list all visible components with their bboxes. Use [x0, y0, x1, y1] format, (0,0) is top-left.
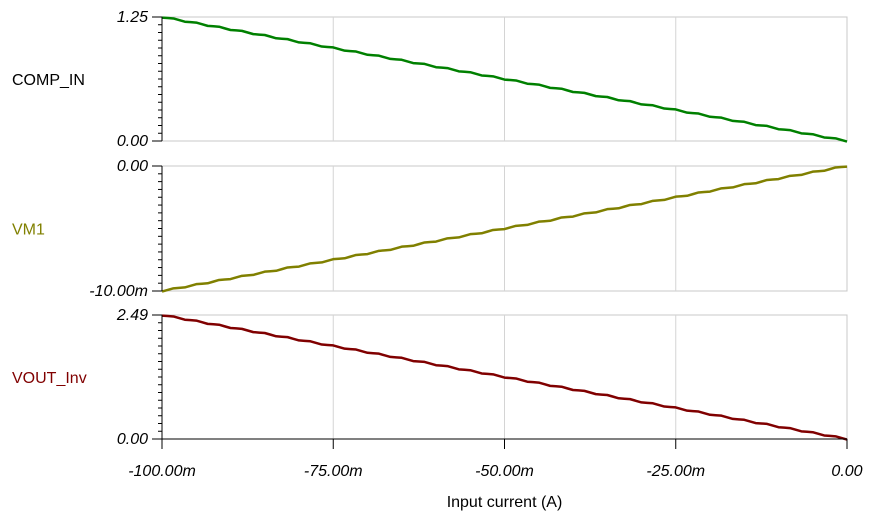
x-axis-title: Input current (A) [447, 494, 563, 511]
series-line-comp_in [161, 16, 848, 143]
x-tick-label: 0.00 [831, 463, 862, 480]
axes [152, 16, 848, 449]
series-lines [161, 16, 848, 441]
y-tick-label-bottom: 0.00 [117, 133, 148, 150]
x-tick-label: -75.00m [304, 463, 363, 480]
x-tick-label: -100.00m [128, 463, 196, 480]
x-tick-label: -25.00m [646, 463, 705, 480]
y-tick-label-bottom: 0.00 [117, 431, 148, 448]
y-tick-label-top: 2.49 [116, 307, 148, 324]
series-label-vm1: VM1 [12, 222, 45, 239]
y-tick-label-bottom: -10.00m [89, 283, 148, 300]
series-label-vout_inv: VOUT_Inv [12, 370, 87, 387]
series-line-vm1 [161, 165, 848, 293]
series-label-comp_in: COMP_IN [12, 72, 85, 89]
y-tick-label-top: 1.25 [117, 9, 148, 26]
x-tick-label: -50.00m [475, 463, 534, 480]
series-line-vout_inv [161, 314, 848, 441]
y-tick-label-top: 0.00 [117, 158, 148, 175]
labels: 1.25 0.00 COMP_IN 0.00 -10.00m VM1 2.49 0.00 VOU… [12, 9, 863, 511]
